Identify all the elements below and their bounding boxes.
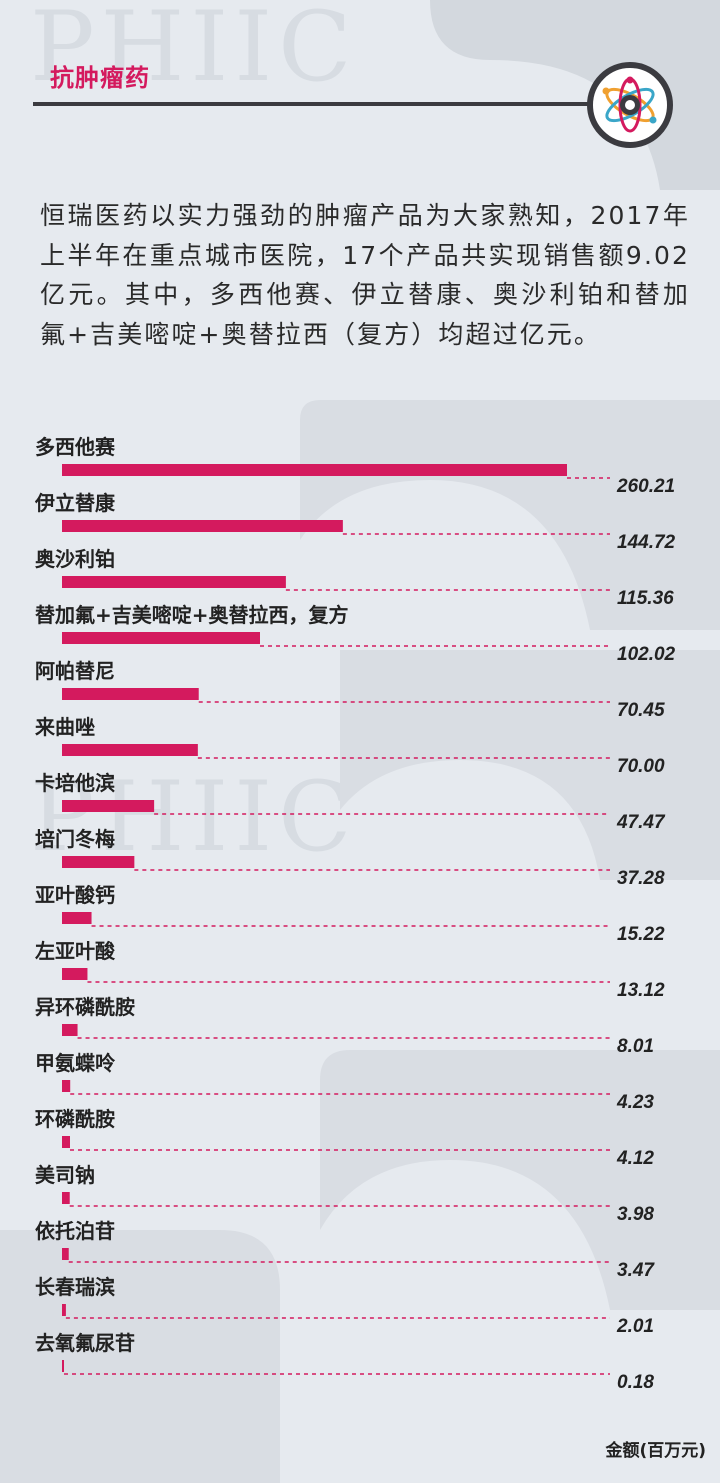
watermark-shape — [300, 400, 720, 630]
value-label: 47.47 — [616, 812, 666, 833]
section-title: 抗肿瘤药 — [50, 64, 150, 92]
bar — [62, 464, 567, 476]
bar — [62, 800, 155, 812]
bar — [62, 968, 88, 980]
value-label: 8.01 — [617, 1036, 654, 1057]
bar — [62, 688, 199, 700]
value-label: 13.12 — [617, 980, 665, 1001]
watermark-shape — [320, 1050, 720, 1310]
value-label: 102.02 — [617, 644, 676, 665]
bar — [62, 1192, 70, 1204]
bar — [62, 1024, 78, 1036]
watermark-shape — [0, 1230, 280, 1483]
value-label: 3.98 — [617, 1204, 654, 1225]
value-label: 144.72 — [617, 532, 676, 553]
category-label: 多西他赛 — [35, 435, 116, 459]
category-label: 长春瑞滨 — [35, 1275, 115, 1299]
bar — [62, 856, 135, 868]
category-label: 阿帕替尼 — [35, 659, 115, 683]
bar — [62, 1080, 71, 1092]
category-label: 奥沙利铂 — [35, 547, 115, 571]
category-label: 环磷酰胺 — [35, 1107, 115, 1131]
value-label: 15.22 — [617, 924, 665, 945]
bar — [62, 576, 286, 588]
value-label: 260.21 — [616, 476, 675, 497]
watermark-text: PHIIC — [30, 0, 358, 103]
bar — [62, 1136, 70, 1148]
category-label: 亚叶酸钙 — [35, 883, 115, 907]
value-label: 0.18 — [617, 1372, 654, 1393]
watermark-shape — [340, 650, 720, 880]
category-label: 卡培他滨 — [35, 771, 115, 795]
bar — [62, 912, 92, 924]
category-label: 美司钠 — [35, 1163, 95, 1187]
category-label: 替加氟+吉美嘧啶+奥替拉西，复方 — [35, 603, 349, 627]
bar — [62, 1360, 64, 1372]
value-label: 4.23 — [616, 1092, 654, 1113]
category-label: 异环磷酰胺 — [35, 995, 135, 1019]
category-label: 培门冬梅 — [35, 827, 115, 851]
value-label: 4.12 — [616, 1148, 654, 1169]
bar — [62, 744, 198, 756]
value-label: 115.36 — [617, 588, 674, 609]
value-label: 37.28 — [617, 868, 665, 889]
value-label: 70.00 — [617, 756, 665, 777]
category-label: 甲氨蝶呤 — [35, 1051, 116, 1075]
title-divider — [33, 102, 593, 106]
intro-paragraph: 恒瑞医药以实力强劲的肿瘤产品为大家熟知，2017年上半年在重点城市医院，17个产… — [40, 201, 690, 349]
bar — [62, 520, 343, 532]
chart-unit-label: 金额(百万元) — [605, 1441, 706, 1461]
bar — [62, 632, 260, 644]
category-label: 去氧氟尿苷 — [35, 1331, 135, 1355]
category-label: 左亚叶酸 — [35, 939, 116, 963]
value-label: 2.01 — [616, 1316, 654, 1337]
category-label: 依托泊苷 — [35, 1219, 115, 1243]
bar — [62, 1248, 69, 1260]
atom-emblem-icon — [587, 62, 673, 148]
value-label: 3.47 — [617, 1260, 655, 1281]
watermark-text: PHIIC — [30, 761, 358, 873]
category-label: 伊立替康 — [34, 491, 116, 515]
category-label: 来曲唑 — [34, 715, 95, 739]
bar — [62, 1304, 66, 1316]
value-label: 70.45 — [617, 700, 665, 721]
